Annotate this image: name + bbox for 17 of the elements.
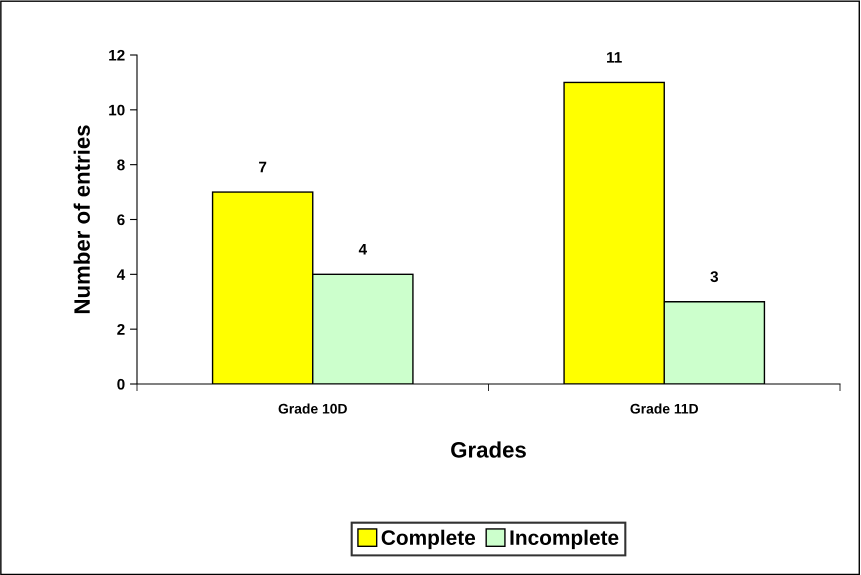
y-tick-label: 8 [117,160,125,170]
x-tick-label: Grade 10D [278,403,347,414]
y-tick-label: 6 [117,214,125,226]
data-label: 7 [259,162,266,172]
x-axis-title: Grades [451,441,526,458]
y-axis-title: Number of entries [74,125,90,314]
y-tick-label: 4 [116,269,126,280]
y-tick-label: 0 [117,378,125,390]
data-label: 3 [710,271,718,282]
y-tick-label: 10 [109,104,125,116]
x-tick-label: Grade 11D [630,403,698,414]
legend-label: Incomplete [510,530,618,550]
legend-label: Complete [382,530,476,550]
data-label: 11 [607,52,622,63]
y-tick-label: 12 [109,50,125,61]
data-label: 4 [358,244,368,254]
y-tick-label: 2 [117,324,125,335]
